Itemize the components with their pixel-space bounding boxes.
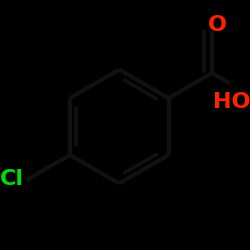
Text: O: O bbox=[208, 15, 227, 35]
Circle shape bbox=[210, 18, 224, 32]
Text: HO: HO bbox=[213, 92, 250, 112]
Text: Cl: Cl bbox=[0, 169, 24, 189]
